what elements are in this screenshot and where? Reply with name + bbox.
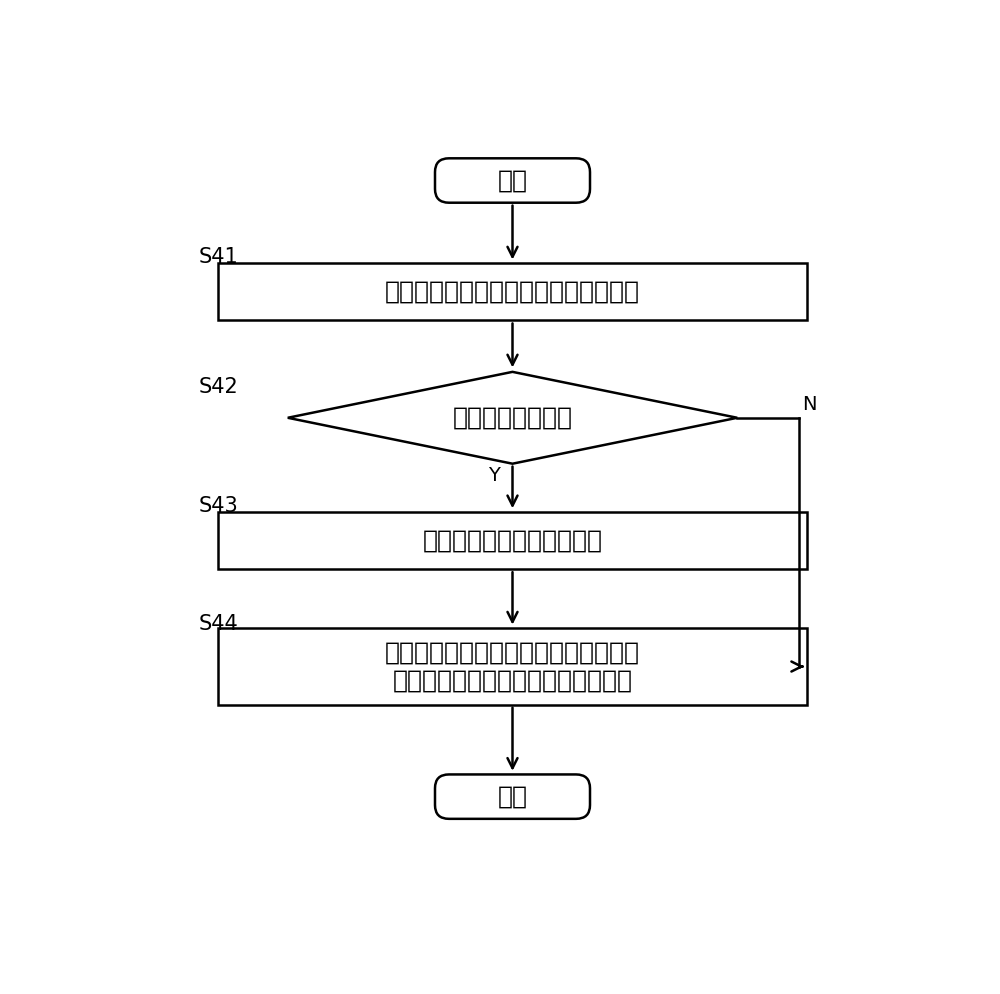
Text: 是否为无间断割接: 是否为无间断割接 [452,406,572,429]
FancyBboxPatch shape [435,158,590,203]
Polygon shape [288,372,737,463]
Bar [218,628,807,705]
Text: 开始: 开始 [498,169,528,193]
Bar [218,512,807,569]
Text: N: N [802,395,817,414]
Text: Y: Y [488,466,500,485]
Text: S44: S44 [199,614,238,634]
Bar [218,262,807,320]
Text: 网管下发执行配置任务命令给相关网元: 网管下发执行配置任务命令给相关网元 [385,279,640,303]
Text: 结束: 结束 [498,784,528,809]
Text: 将电路倒换到备用，并锁定: 将电路倒换到备用，并锁定 [422,528,602,553]
Text: S41: S41 [199,248,238,267]
Text: S43: S43 [199,496,238,516]
Text: S42: S42 [199,377,238,398]
FancyBboxPatch shape [435,774,590,819]
Text: 执行割接后配置，失效割接前配置，无
间断割接电路自动切换到割接后配置: 执行割接后配置，失效割接前配置，无 间断割接电路自动切换到割接后配置 [385,640,640,693]
